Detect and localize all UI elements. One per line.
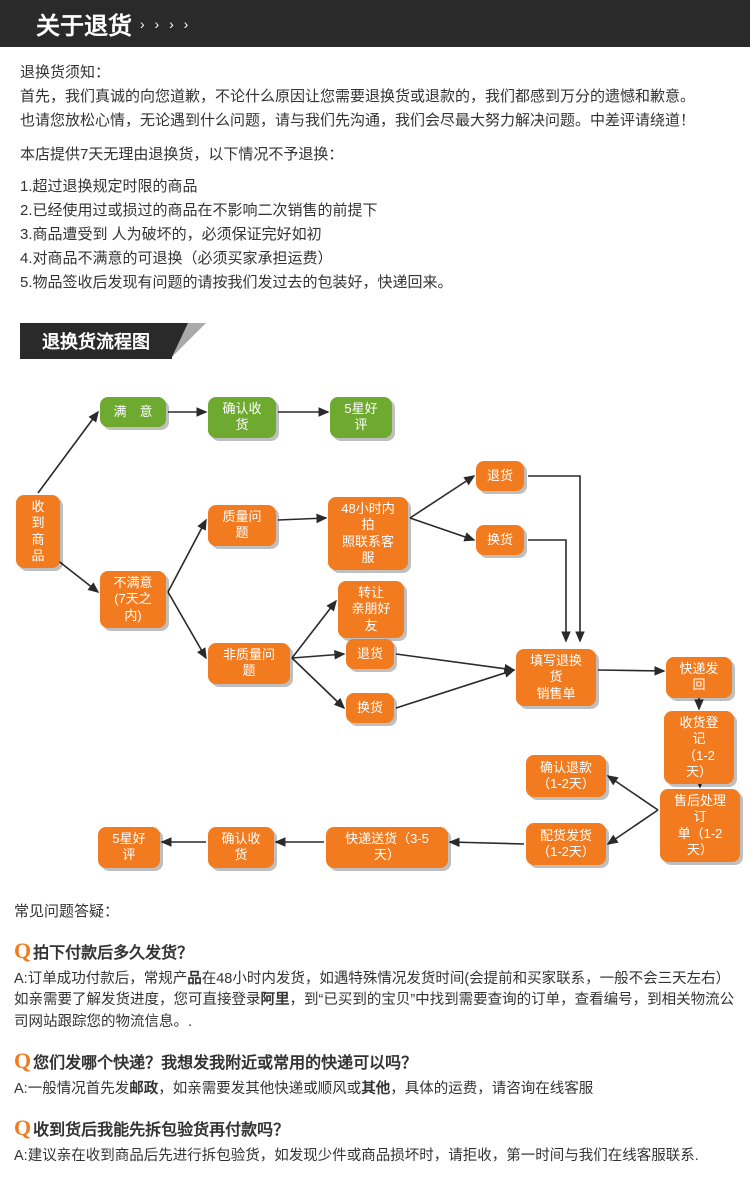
intro-block: 退换货须知： 首先，我们真诚的向您道歉，不论什么原因让您需要退换货或退款的，我们… [0,47,750,317]
header-title: 关于退货 [36,6,132,41]
flowchart: 收到商品满 意确认收货5星好评不满意(7天之内)质量问题48小时内拍照联系客服退… [0,371,750,891]
intro-p2: 也请您放松心情，无论遇到什么问题，请与我们先沟通，我们会尽最大努力解决问题。中差… [20,109,730,133]
flow-node-n_48h: 48小时内拍照联系客服 [328,497,408,570]
faq-a-part: A:建议亲在收到商品后先进行拆包验货，如发现少件或商品损坏时，请拒收，第一时间与… [14,1148,699,1164]
flow-node-n_expout: 快递发回 [666,657,732,698]
flow-node-n_conf2: 确认收货 [208,827,274,868]
faq-a-part: 阿里 [261,992,290,1008]
faq-a-part: 邮政 [129,1081,158,1097]
faq-a-2: A:建议亲在收到商品后先进行拆包验货，如发现少件或商品损坏时，请拒收，第一时间与… [14,1146,736,1168]
faq-q-text: 收到货后我能先拆包验货再付款吗？ [33,1122,289,1139]
faq-q-2: Q收到货后我能先拆包验货再付款吗？ [14,1111,736,1144]
faq-a-part: A:订单成功付款后，常规产 [14,971,187,987]
flow-node-n_fill: 填写退换货销售单 [516,649,596,706]
intro-p1: 首先，我们真诚的向您道歉，不论什么原因让您需要退换货或退款的，我们都感到万分的遗… [20,85,730,109]
faq-a-0: A:订单成功付款后，常规产品在48小时内发货，如遇特殊情况发货时间(会提前和买家… [14,969,736,1034]
flow-node-n_qual: 质量问题 [208,505,276,546]
intro-li2: 2.已经使用过或损过的商品在不影响二次销售的前提下 [20,199,730,223]
faq-heading: 常见问题答疑： [14,901,736,924]
flow-node-n_ship: 配货发货（1-2天） [526,823,606,865]
faq-a-1: A:一般情况首先发邮政，如亲需要发其他快递或顺风或其他，具体的运费，请咨询在线客… [14,1079,736,1101]
section-label: 退换货流程图 [20,323,172,359]
intro-li4: 4.对商品不满意的可退换（必须买家承担运费） [20,247,730,271]
faq-q-mark: Q [14,1115,31,1140]
flow-node-n_nonqual: 非质量问题 [208,643,290,684]
intro-li1: 1.超过退换规定时限的商品 [20,175,730,199]
flow-node-n_exch2: 换货 [346,693,394,723]
faq-q-text: 您们发哪个快递？我想发我附近或常用的快递可以吗？ [33,1055,417,1072]
flow-node-n_recv: 收到商品 [16,495,60,568]
flow-node-n_sat: 满 意 [100,397,166,427]
section-label-wrap: 退换货流程图 [20,323,730,359]
faq-a-part: 其他 [361,1081,390,1097]
flow-node-n_trans: 转让亲朋好友 [338,581,404,638]
intro-li3: 3.商品遭受到 人为破坏的，必须保证完好如初 [20,223,730,247]
flow-node-n_exch1: 换货 [476,525,524,555]
flow-node-n_regrecv: 收货登记（1-2天） [664,711,734,784]
faq-q-mark: Q [14,1048,31,1073]
faq-q-text: 拍下付款后多久发货？ [33,945,193,962]
header-chevrons: › › › › [140,16,191,32]
intro-p3: 本店提供7天无理由退换货，以下情况不予退换： [20,143,730,167]
faq-a-part: A:一般情况首先发 [14,1081,129,1097]
flow-node-n_ret1: 退货 [476,461,524,491]
intro-heading: 退换货须知： [20,61,730,85]
flow-node-n_5star2: 5星好评 [98,827,160,868]
flow-node-n_conf1: 确认收货 [208,397,276,438]
faq-q-0: Q拍下付款后多久发货？ [14,934,736,967]
flow-node-n_5star1: 5星好评 [330,397,392,438]
intro-li5: 5.物品签收后发现有问题的请按我们发过去的包装好，快递回来。 [20,271,730,295]
flow-node-n_ret2: 退货 [346,639,394,669]
faq-a-part: 品 [187,971,202,987]
flow-node-n_after: 售后处理订单（1-2天） [660,789,740,862]
faq-a-part: ，如亲需要发其他快递或顺风或 [158,1081,361,1097]
faq-list: Q拍下付款后多久发货？A:订单成功付款后，常规产品在48小时内发货，如遇特殊情况… [14,934,736,1168]
faq-q-1: Q您们发哪个快递？我想发我附近或常用的快递可以吗？ [14,1044,736,1077]
header-bar: 关于退货 › › › › [0,0,750,47]
flow-node-n_unsat: 不满意(7天之内) [100,571,166,628]
flow-node-n_deliv: 快递送货（3-5天） [326,827,448,868]
faq-a-part: ，具体的运费，请咨询在线客服 [390,1081,593,1097]
faq-q-mark: Q [14,938,31,963]
flow-node-n_refund: 确认退款（1-2天） [526,755,606,797]
faq-block: 常见问题答疑： Q拍下付款后多久发货？A:订单成功付款后，常规产品在48小时内发… [0,891,750,1187]
